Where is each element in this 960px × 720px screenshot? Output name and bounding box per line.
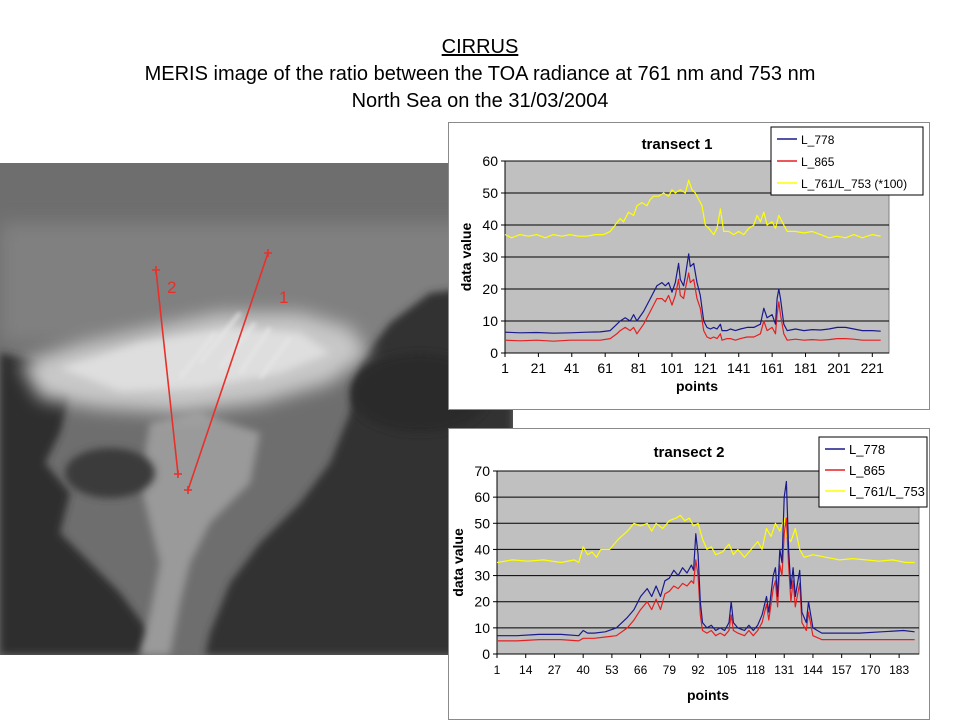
y-tick-label: 50 bbox=[482, 185, 498, 201]
x-tick-label: 141 bbox=[727, 360, 751, 376]
x-tick-label: 53 bbox=[605, 663, 619, 677]
x-tick-label: 181 bbox=[794, 360, 818, 376]
transect-2-line bbox=[155, 269, 179, 475]
title-line-3: North Sea on the 31/03/2004 bbox=[351, 90, 609, 112]
y-tick-label: 60 bbox=[474, 489, 490, 505]
transect-2-chart-svg: 0 10 20 30 40 50 60 70 1 14 27 40 53 66 79 92 105 118 131 1… bbox=[450, 436, 928, 703]
series-line-1 bbox=[504, 272, 881, 342]
y-tick-label: 40 bbox=[482, 217, 498, 233]
x-tick-label: 170 bbox=[860, 663, 880, 677]
x-tick-label: 21 bbox=[531, 360, 547, 376]
y-tick-label: 50 bbox=[474, 515, 490, 531]
x-axis-label: points bbox=[687, 687, 729, 703]
sea-channel bbox=[140, 413, 260, 655]
x-tick-label: 1 bbox=[494, 663, 501, 677]
y-tick-label: 10 bbox=[482, 313, 498, 329]
transect-1-end-marker bbox=[184, 486, 192, 494]
transect-2-chart: 0 10 20 30 40 50 60 70 1 14 27 40 53 66 79 92 105 118 131 1… bbox=[448, 428, 930, 720]
x-axis-label: points bbox=[676, 378, 718, 394]
legend-label-2: L_761/L_753 bbox=[849, 484, 925, 499]
transect-2-label: 2 bbox=[167, 278, 176, 297]
x-tick-label: 201 bbox=[827, 360, 851, 376]
y-tick-label: 30 bbox=[474, 568, 490, 584]
x-tick-label: 183 bbox=[889, 663, 909, 677]
page-title: CIRRUS MERIS image of the ratio between … bbox=[0, 34, 960, 115]
transect-1-label: 1 bbox=[279, 288, 288, 307]
chart-title: transect 1 bbox=[642, 136, 713, 153]
legend-label-1: L_865 bbox=[849, 463, 885, 478]
series-line-0 bbox=[497, 480, 915, 637]
series-line-1 bbox=[497, 517, 915, 642]
title-line-2: MERIS image of the ratio between the TOA… bbox=[144, 63, 816, 85]
x-tick-label: 118 bbox=[746, 663, 765, 677]
transect-2-start-marker bbox=[152, 266, 160, 274]
legend-label-1: L_865 bbox=[801, 155, 835, 169]
legend-label-0: L_778 bbox=[849, 442, 885, 457]
x-tick-label: 161 bbox=[760, 360, 784, 376]
x-tick-label: 105 bbox=[717, 663, 737, 677]
y-tick-label: 60 bbox=[482, 153, 498, 169]
y-tick-label: 40 bbox=[474, 541, 490, 557]
y-tick-label: 0 bbox=[490, 345, 498, 361]
y-tick-label: 30 bbox=[482, 249, 498, 265]
x-tick-label: 121 bbox=[694, 360, 718, 376]
y-tick-label: 0 bbox=[482, 646, 490, 662]
y-tick-label: 70 bbox=[474, 463, 490, 479]
transect-1-line bbox=[187, 252, 269, 491]
series-line-0 bbox=[504, 253, 881, 334]
y-tick-label: 20 bbox=[482, 281, 498, 297]
legend-label-0: L_778 bbox=[801, 133, 835, 147]
x-tick-label: 221 bbox=[861, 360, 885, 376]
x-tick-label: 92 bbox=[691, 663, 705, 677]
x-tick-label: 14 bbox=[519, 663, 533, 677]
x-tick-label: 144 bbox=[803, 663, 823, 677]
x-tick-label: 101 bbox=[660, 360, 684, 376]
land-left bbox=[0, 353, 150, 655]
y-axis-label: data value bbox=[450, 528, 466, 597]
x-tick-label: 81 bbox=[631, 360, 647, 376]
transect-1-start-marker bbox=[264, 249, 272, 257]
x-tick-label: 79 bbox=[663, 663, 677, 677]
x-tick-label: 40 bbox=[576, 663, 590, 677]
y-tick-label: 10 bbox=[474, 620, 490, 636]
x-tick-label: 66 bbox=[634, 663, 648, 677]
x-tick-label: 157 bbox=[832, 663, 852, 677]
transect-1-chart: 0 10 20 30 40 50 60 1 21 41 61 81 101 121 141 161 181 201… bbox=[448, 122, 930, 410]
x-tick-label: 1 bbox=[501, 360, 509, 376]
legend-label-2: L_761/L_753 (*100) bbox=[801, 177, 907, 191]
x-tick-label: 61 bbox=[597, 360, 613, 376]
meris-satellite-image: 1 2 bbox=[0, 163, 513, 655]
chart-title: transect 2 bbox=[654, 444, 725, 461]
title-line-1: CIRRUS bbox=[441, 36, 519, 58]
y-axis-label: data value bbox=[458, 223, 474, 292]
x-tick-label: 131 bbox=[774, 663, 794, 677]
series-line-2 bbox=[504, 179, 881, 239]
series-line-2 bbox=[496, 514, 915, 564]
dark-patch bbox=[65, 448, 155, 498]
y-tick-label: 20 bbox=[474, 594, 490, 610]
transect-2-end-marker bbox=[174, 470, 182, 478]
x-tick-label: 27 bbox=[548, 663, 562, 677]
x-tick-label: 41 bbox=[564, 360, 580, 376]
